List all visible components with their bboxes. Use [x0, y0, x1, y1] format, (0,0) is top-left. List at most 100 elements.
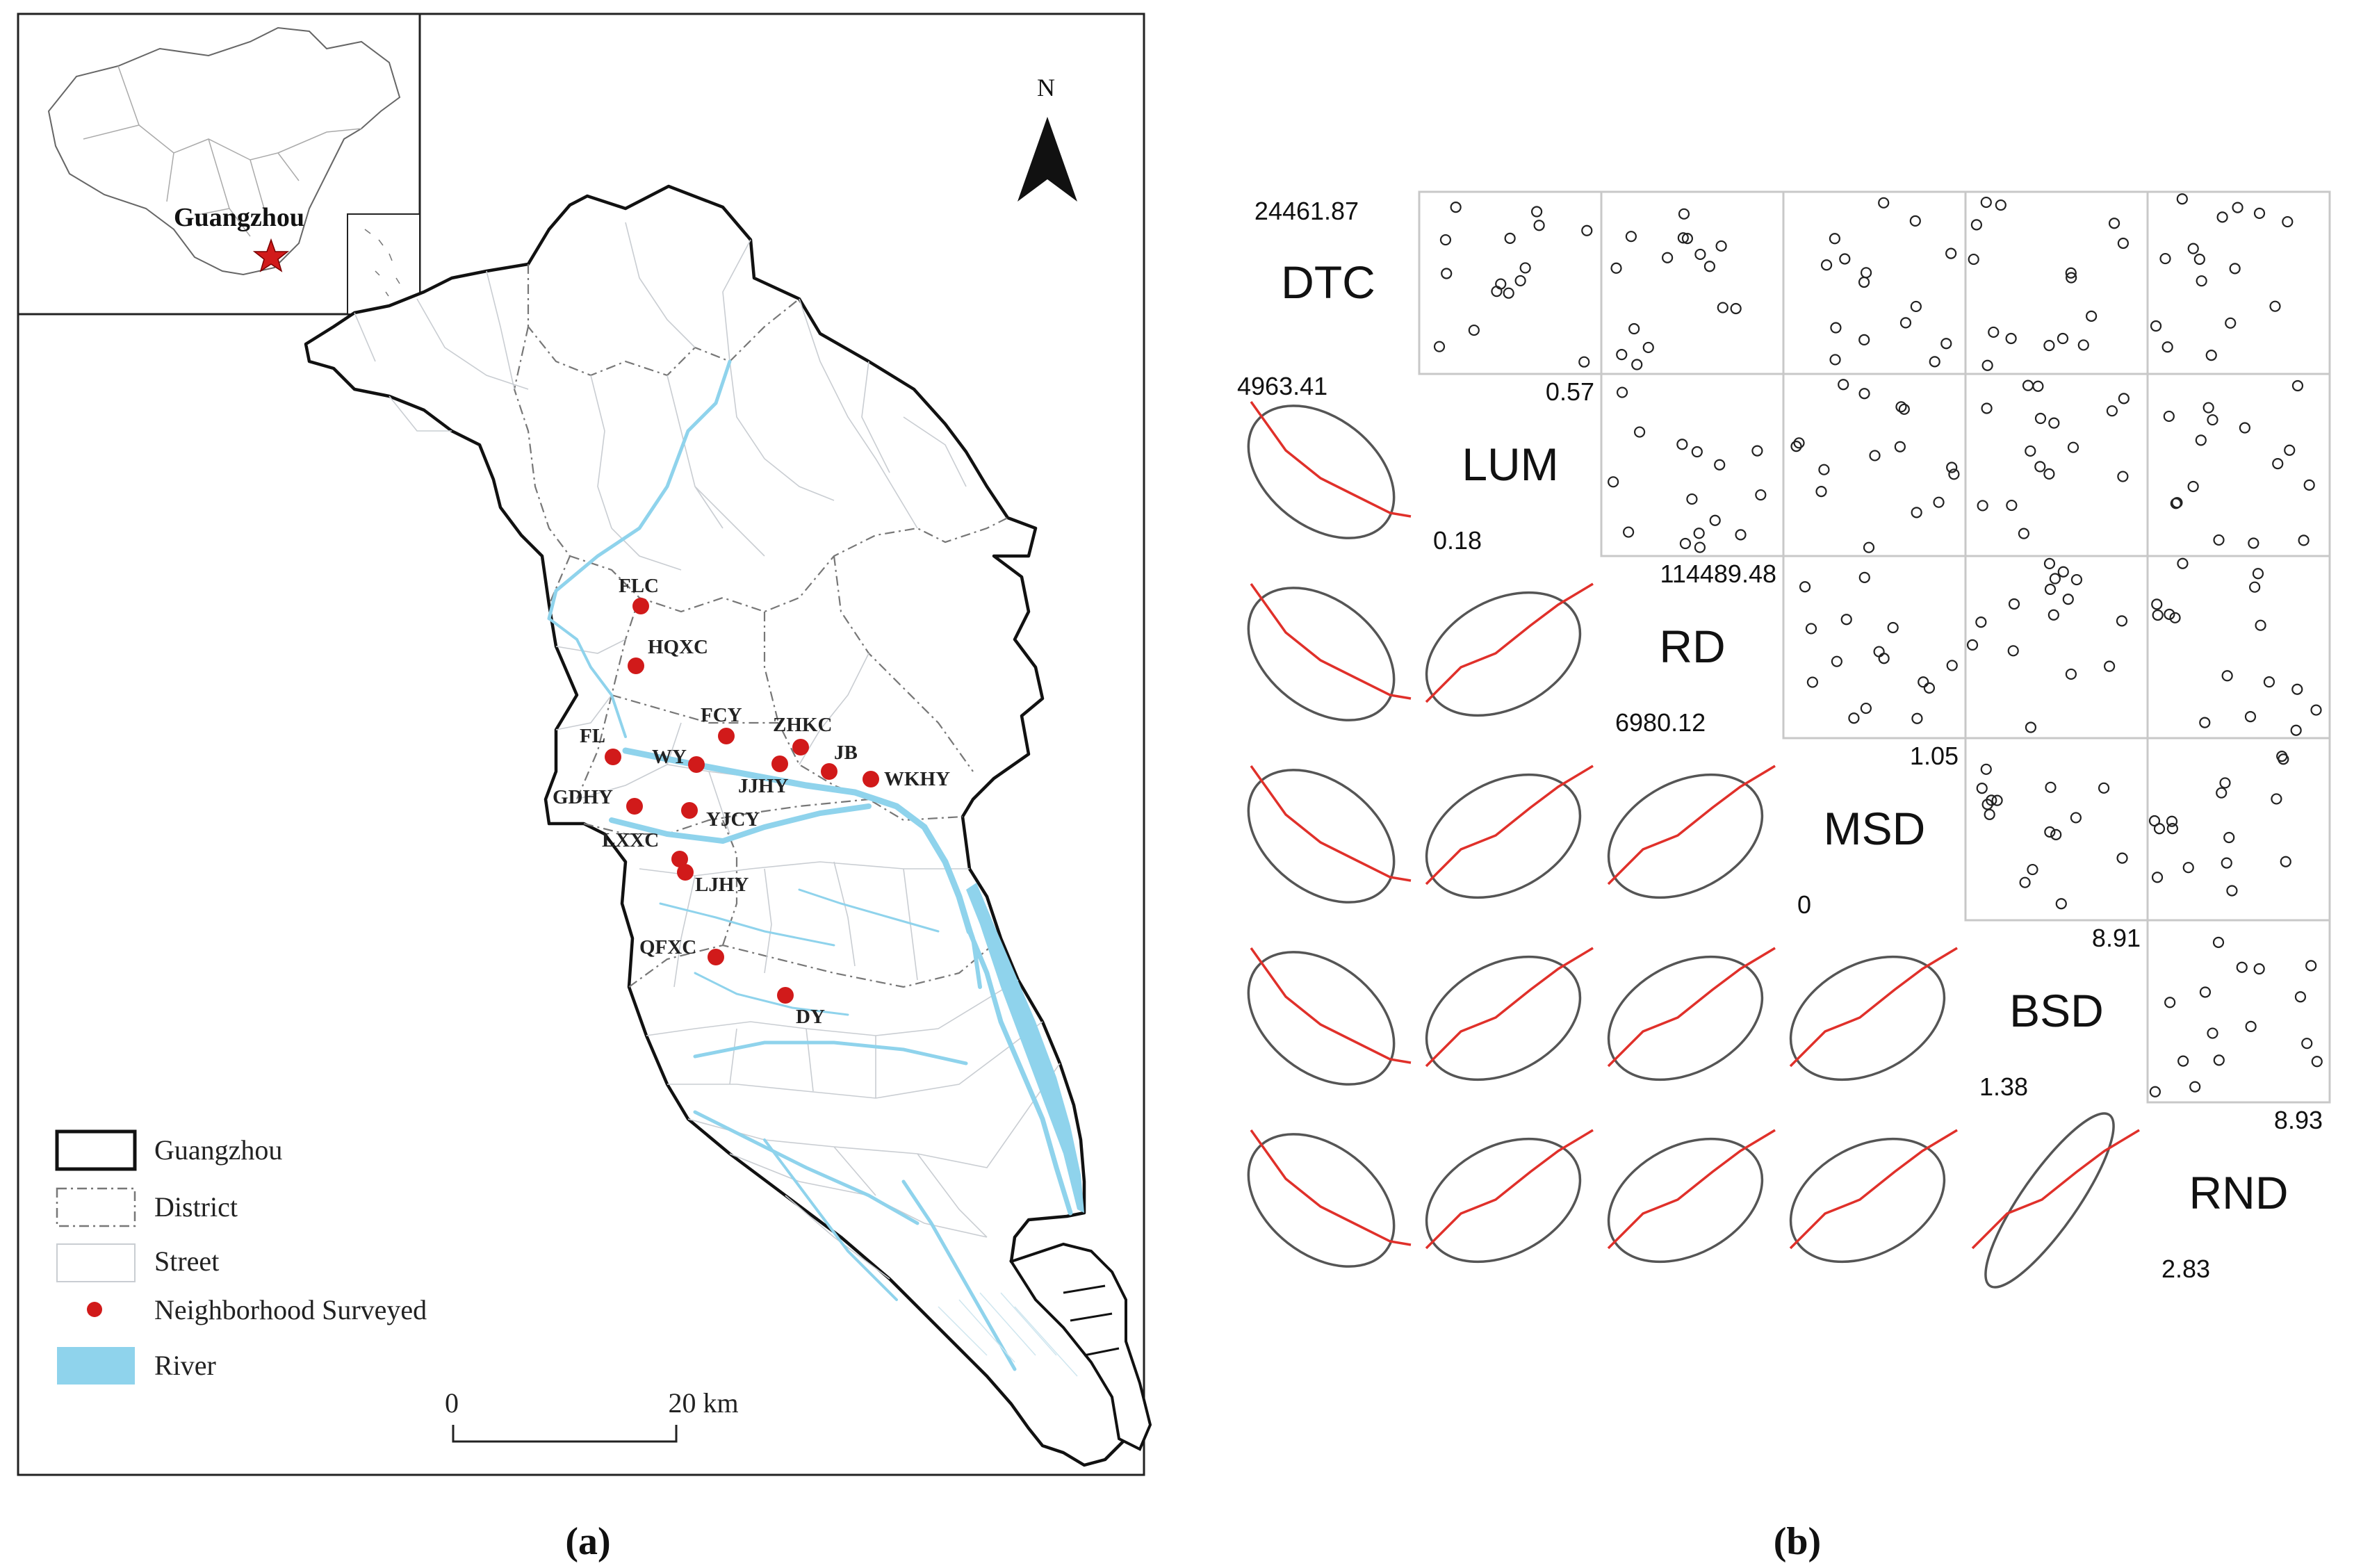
scatter-point — [1858, 571, 1870, 583]
scatter-point — [1878, 197, 1890, 209]
scatter-point — [2187, 480, 2199, 493]
scatter-cell-msd-rnd — [2146, 737, 2331, 922]
scatter-point — [1633, 426, 1646, 438]
scatter-point — [2043, 468, 2055, 480]
scatter-point — [2116, 852, 2128, 864]
svg-text:Neighborhood Surveyed: Neighborhood Surveyed — [154, 1294, 427, 1325]
fit-cell-rnd-rd — [1607, 1129, 1776, 1264]
svg-text:WKHY: WKHY — [884, 768, 950, 790]
scatter-point — [1976, 783, 1988, 794]
scale-bar: 0 20 km — [445, 1387, 739, 1443]
neighborhood-jjhy: JJHY — [738, 756, 789, 797]
scatter-point — [1468, 324, 1480, 336]
scatter-point — [1610, 262, 1622, 274]
scatter-point — [2177, 557, 2189, 569]
neighborhood-ljhy: LJHY — [677, 864, 749, 896]
scatter-point — [2226, 885, 2238, 897]
scatter-point — [2221, 670, 2233, 682]
caption-a: (a) — [565, 1520, 610, 1563]
var-min-dtc: 4963.41 — [1237, 372, 1327, 400]
neighborhood-dy: DY — [777, 987, 825, 1028]
fit-cell-rnd-dtc — [1247, 1129, 1412, 1268]
scatter-point — [2006, 499, 2018, 512]
scatter-point — [2202, 402, 2214, 414]
scatter-point — [2043, 339, 2055, 352]
scatter-point — [2049, 573, 2061, 585]
scatter-point — [2019, 876, 2031, 888]
fit-line — [1425, 582, 1594, 703]
fit-cell-rd-lum — [1425, 582, 1594, 717]
scatter-point — [2177, 1055, 2189, 1067]
scatter-point — [2104, 660, 2116, 672]
scatter-point — [1991, 794, 2003, 806]
north-arrow-icon — [1017, 117, 1077, 202]
scatter-point — [1616, 349, 1628, 361]
scatter-point — [2044, 583, 2057, 595]
scatter-point — [1981, 359, 1993, 371]
scatter-point — [2255, 619, 2266, 631]
scatter-point — [1676, 439, 1688, 450]
scatter-point — [2065, 668, 2077, 680]
scatter-point — [1929, 356, 1940, 368]
fit-cell-rnd-bsd — [1971, 1112, 2140, 1289]
scatter-point — [1441, 268, 1453, 279]
scatter-point — [1677, 232, 1689, 244]
scatter-point — [2232, 202, 2243, 213]
scatter-point — [2117, 237, 2129, 250]
scatter-point — [2193, 253, 2205, 266]
var-label-msd: MSD — [1824, 803, 1926, 854]
fit-line — [1607, 765, 1776, 885]
scatter-point — [1894, 441, 1906, 452]
fit-line — [1607, 947, 1776, 1068]
scatter-point — [1519, 262, 1531, 274]
scatter-point — [1946, 660, 1958, 671]
scatter-point — [2207, 1027, 2218, 1039]
var-max-dtc: 24461.87 — [1254, 197, 1359, 225]
scatter-point — [2108, 218, 2120, 229]
neighborhood-qfxc: QFXC — [639, 936, 724, 965]
fit-cell-lum-dtc — [1247, 400, 1412, 539]
scatter-cell-dtc-rnd — [2146, 190, 2331, 375]
neighborhood-flc: FLC — [619, 575, 659, 614]
scatter-point — [2048, 417, 2060, 429]
scatter-point — [2065, 267, 2077, 279]
scatter-point — [1642, 341, 1654, 354]
legend-item-neighborhood: Neighborhood Surveyed — [87, 1294, 427, 1325]
scatter-point — [2151, 598, 2163, 610]
scatter-point — [2007, 645, 2019, 657]
scatter-point — [2182, 862, 2194, 874]
scatter-point — [1717, 302, 1728, 313]
var-min-bsd: 1.38 — [1979, 1072, 2028, 1101]
scatter-point — [2148, 815, 2161, 827]
svg-text:DY: DY — [796, 1006, 825, 1028]
svg-text:YJCY: YJCY — [706, 808, 760, 831]
scatter-point — [2117, 471, 2129, 482]
svg-text:JB: JB — [834, 742, 858, 764]
fit-line — [1425, 765, 1594, 885]
scatter-point — [2269, 300, 2281, 312]
panel-b-scatter-matrix: (b) DTC 24461.87 4963.41 LUM 0.57 0.18 RD 11448… — [1237, 190, 2331, 1563]
scatter-point — [1820, 259, 1833, 271]
svg-text:ZHKC: ZHKC — [773, 714, 832, 736]
scatter-point — [2253, 963, 2265, 975]
fit-line — [1250, 765, 1412, 882]
scatter-point — [1790, 441, 1802, 452]
fit-line — [1607, 1129, 1776, 1250]
scatter-point — [1805, 623, 1817, 635]
scatter-point — [2034, 412, 2047, 425]
scatter-point — [2245, 1020, 2257, 1032]
neighborhood-lxxc: LXXC — [602, 829, 688, 867]
scatter-point — [2043, 557, 2056, 569]
scatter-point — [2282, 215, 2294, 228]
scatter-point — [2311, 1056, 2323, 1068]
svg-text:HQXC: HQXC — [648, 636, 708, 658]
scatter-point — [2055, 898, 2067, 910]
scatter-point — [2164, 608, 2175, 620]
var-min-rnd: 2.83 — [2161, 1255, 2210, 1283]
scatter-point — [2216, 211, 2228, 223]
scatter-point — [2229, 263, 2241, 275]
scatter-point — [2280, 856, 2291, 867]
scatter-point — [2044, 826, 2056, 838]
panel-a-map: Guangzhou N — [17, 13, 1152, 1563]
svg-text:FLC: FLC — [619, 575, 659, 597]
